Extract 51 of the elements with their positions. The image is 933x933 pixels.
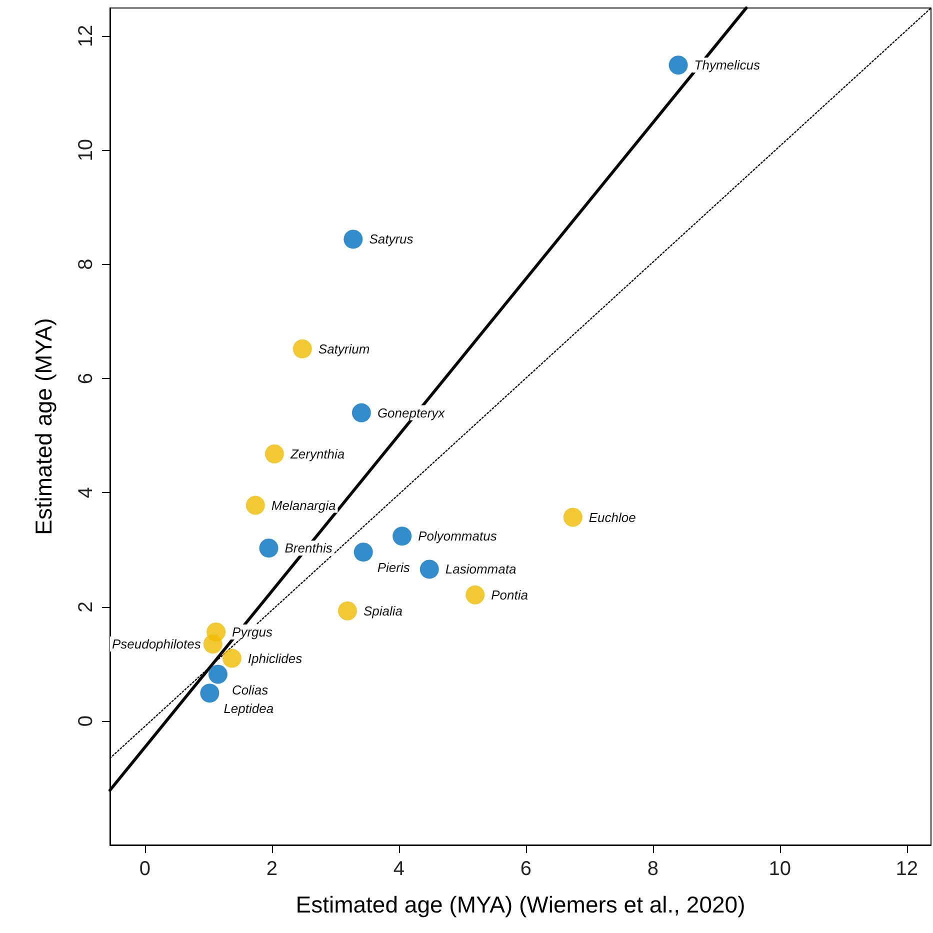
- annotation: Pieris: [377, 560, 410, 576]
- point: [292, 339, 312, 358]
- point: [668, 56, 688, 75]
- x-tick-label: 4: [393, 858, 404, 880]
- y-tick-label: 2: [75, 601, 97, 612]
- annotation: Melanargia: [271, 498, 336, 513]
- annotation: Pontia: [491, 587, 528, 602]
- x-tick-label: 0: [139, 858, 150, 880]
- annotation: Euchloe: [588, 510, 636, 525]
- annotation: Gonepteryx: [377, 405, 446, 420]
- point: [246, 496, 265, 515]
- annotation: Lasiommata: [445, 562, 516, 577]
- point: [222, 648, 242, 668]
- point: [200, 684, 220, 703]
- point: [259, 538, 278, 558]
- point: [420, 560, 439, 579]
- y-tick-label: 12: [75, 24, 97, 48]
- y-tick-label: 10: [75, 139, 97, 162]
- point: [338, 601, 357, 620]
- y-tick-label: 4: [75, 487, 97, 498]
- point: [466, 585, 485, 604]
- x-tick-label: 8: [647, 858, 658, 880]
- annotation: Pyrgus: [232, 624, 273, 640]
- point: [352, 403, 371, 422]
- annotation: Thymelicus: [694, 58, 761, 73]
- point: [392, 526, 412, 546]
- annotation: Leptidea: [224, 701, 274, 716]
- y-tick-label: 0: [75, 716, 97, 727]
- y-tick-label: 6: [75, 372, 97, 384]
- annotation: Colias: [232, 682, 269, 698]
- point: [344, 230, 363, 249]
- annotation: Zerynthia: [289, 446, 345, 462]
- x-axis-title: Estimated age (MYA) (Wiemers et al., 2020): [296, 892, 746, 918]
- annotation: Pseudophilotes: [112, 636, 202, 652]
- annotation: Polyommatus: [418, 528, 498, 544]
- y-axis-title: Estimated age (MYA): [30, 318, 56, 535]
- annotation: Spialia: [363, 603, 403, 618]
- point: [208, 664, 228, 684]
- annotation: Brenthis: [284, 540, 333, 556]
- annotation: Iphiclides: [248, 650, 303, 666]
- point: [264, 444, 284, 464]
- x-tick-label: 6: [520, 858, 532, 880]
- y-tick-label: 8: [75, 258, 97, 270]
- x-tick-label: 12: [896, 858, 918, 880]
- point: [563, 508, 582, 527]
- x-tick-label: 2: [266, 858, 278, 880]
- x-tick-label: 10: [768, 858, 792, 880]
- point: [203, 634, 222, 654]
- annotation: Satyrium: [318, 341, 370, 356]
- point: [354, 542, 373, 562]
- annotation: Satyrus: [369, 232, 414, 247]
